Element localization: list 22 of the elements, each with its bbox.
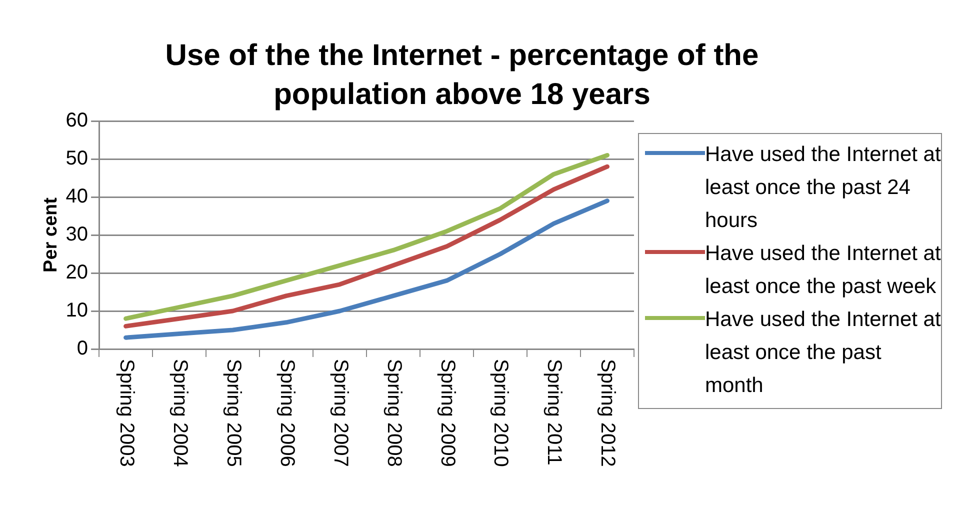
chart-title: Use of the the Internet - percentage of the population above 18 years	[164, 38, 760, 113]
y-tick-label: 10	[66, 300, 88, 322]
legend-label: Have used the Internet at least once the past week	[705, 241, 941, 300]
y-tick-label: 0	[76, 338, 88, 360]
x-tick-label: Spring 2007	[329, 359, 352, 467]
y-tick-label: 20	[66, 262, 88, 284]
x-tick-label: Spring 2006	[276, 359, 298, 467]
y-axis-title: Per cent	[40, 196, 62, 272]
x-tick-label: Spring 2005	[222, 359, 244, 467]
legend-label: Have used the Internet at least once the past 24 hours	[705, 142, 941, 234]
x-tick-label: Spring 2009	[436, 359, 458, 467]
legend-label: Have used the Internet at least once the past month	[705, 307, 941, 399]
y-tick-label: 30	[66, 224, 88, 246]
x-tick-label: Spring 2010	[490, 359, 512, 467]
y-tick-label: 40	[66, 186, 88, 208]
y-tick-label: 50	[66, 148, 88, 170]
x-tick-label: Spring 2003	[115, 359, 138, 467]
x-tick-label: Spring 2011	[543, 359, 566, 466]
y-tick-label: 60	[66, 110, 88, 132]
x-tick-label: Spring 2004	[168, 359, 191, 467]
x-tick-label: Spring 2012	[596, 359, 619, 467]
x-tick-label: Spring 2008	[382, 359, 405, 467]
